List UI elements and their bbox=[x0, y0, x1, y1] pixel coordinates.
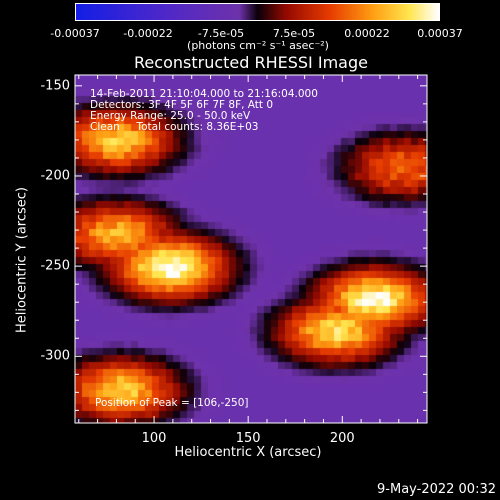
y-tick-label: -250 bbox=[40, 258, 70, 274]
colorbar-tick-label: 0.00022 bbox=[344, 27, 390, 40]
x-axis-label: Heliocentric X (arcsec) bbox=[174, 445, 322, 460]
axis-ticks bbox=[75, 75, 427, 423]
heatmap-image bbox=[75, 75, 427, 423]
plot-frame bbox=[74, 74, 428, 424]
x-tick-label: 100 bbox=[141, 431, 167, 446]
info-energy-range: Energy Range: 25.0 - 50.0 keV bbox=[90, 110, 251, 122]
y-axis-label: Heliocentric Y (arcsec) bbox=[14, 187, 30, 333]
chart-title: Reconstructed RHESSI Image bbox=[134, 53, 368, 72]
info-detectors: Detectors: 3F 4F 5F 6F 7F 8F, Att 0 bbox=[90, 99, 274, 111]
y-tick-label: -150 bbox=[40, 78, 70, 94]
colorbar-tick-label: 0.00037 bbox=[417, 27, 463, 40]
timestamp: 9-May-2022 00:32 bbox=[377, 482, 496, 497]
peak-position-label: Position of Peak = [106,-250] bbox=[95, 397, 249, 409]
x-tick-label: 150 bbox=[235, 431, 261, 446]
y-tick-label: -300 bbox=[40, 348, 70, 364]
info-time-range: 14-Feb-2011 21:10:04.000 to 21:16:04.000 bbox=[90, 88, 318, 100]
y-tick-label: -200 bbox=[40, 168, 70, 184]
colorbar bbox=[75, 3, 440, 21]
colorbar-tick-label: 7.5e-05 bbox=[272, 27, 316, 40]
info-clean-counts: Clean Total counts: 8.36E+03 bbox=[90, 121, 259, 133]
x-tick-label: 200 bbox=[329, 431, 355, 446]
colorbar-tick-label: -0.00037 bbox=[50, 27, 100, 40]
colorbar-units: (photons cm⁻² s⁻¹ asec⁻²) bbox=[187, 39, 329, 52]
colorbar-tick-label: -0.00022 bbox=[123, 27, 173, 40]
colorbar-tick-label: -7.5e-05 bbox=[197, 27, 245, 40]
